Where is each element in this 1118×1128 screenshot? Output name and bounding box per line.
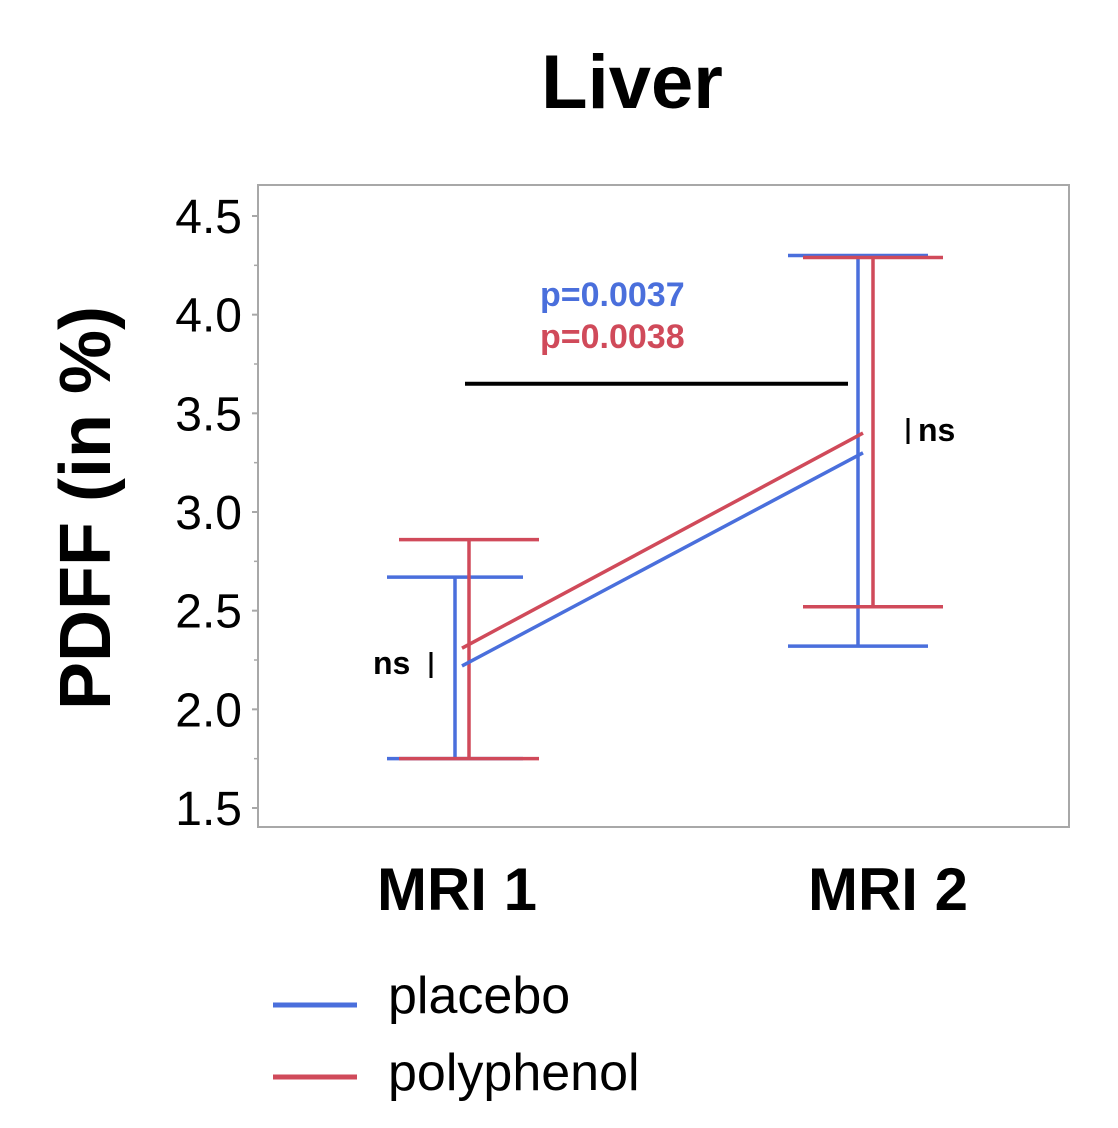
ns-label-mri2: ns: [918, 412, 955, 448]
x-tick-label: MRI 1: [377, 856, 537, 923]
legend-label-polyphenol: polyphenol: [388, 1044, 640, 1102]
plot-area-frame: [257, 184, 1070, 828]
y-tick-label: 3.5: [175, 388, 242, 441]
y-tick-label: 4.0: [175, 290, 242, 343]
p-value-polyphenol: p=0.0038: [540, 318, 685, 356]
p-value-placebo: p=0.0037: [540, 276, 685, 314]
y-tick-label: 2.0: [175, 684, 242, 737]
y-tick-label: 1.5: [175, 783, 242, 836]
y-axis-label: PDFF (in %): [46, 306, 126, 710]
x-axis-ticks: MRI 1 MRI 2: [377, 856, 968, 923]
ns-label-mri1: ns: [373, 645, 410, 681]
series-lines: [461, 431, 864, 668]
y-axis-ticks: 1.5 2.0 2.5 3.0 3.5 4.0 4.5: [175, 191, 258, 836]
error-bars: [387, 253, 943, 761]
y-tick-label: 3.0: [175, 487, 242, 540]
chart-title: Liver: [541, 40, 723, 125]
y-tick-label: 2.5: [175, 586, 242, 639]
series-line-polyphenol: [461, 431, 864, 650]
series-line-placebo: [461, 451, 864, 668]
y-tick-label: 4.5: [175, 191, 242, 244]
legend-label-placebo: placebo: [388, 967, 570, 1025]
x-tick-label: MRI 2: [808, 856, 968, 923]
